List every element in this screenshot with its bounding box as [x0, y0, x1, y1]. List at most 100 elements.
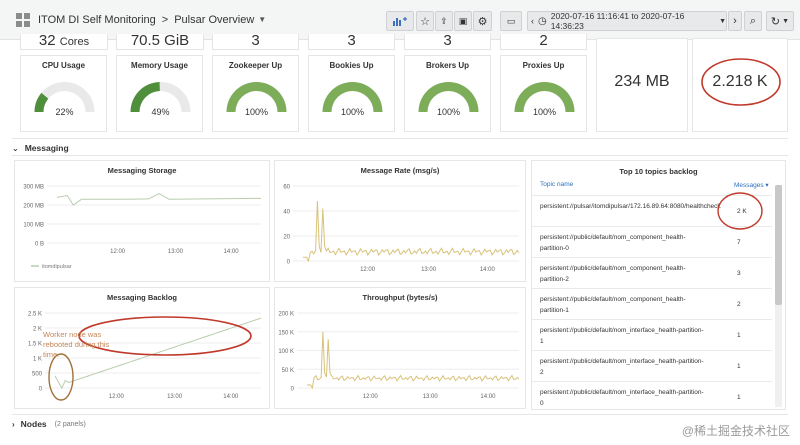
breadcrumb-separator-icon: > — [161, 13, 169, 26]
column-header-messages[interactable]: Messages ▾ — [734, 182, 769, 189]
y-tick-label: 0 — [287, 260, 291, 266]
message-count-cell: 1 — [737, 394, 741, 401]
chart-message-rate: Message Rate (msg/s) 60 40 20 0 12:00 13:00 14… — [274, 160, 526, 282]
x-tick-label: 13:00 — [421, 267, 437, 273]
chart-svg: 2.5 K 2 K 1.5 K 1 K 500 0 12:00 13:00 14:00 — [28, 312, 262, 401]
x-tick-label: 14:00 — [480, 267, 496, 273]
topic-name-cell: persistent://public/default/nom_componen… — [540, 296, 686, 314]
table-row[interactable]: persistent://public/default/nom_interfac… — [532, 319, 772, 351]
chevron-down-icon[interactable]: ▼ — [258, 15, 267, 24]
stat-cores: 32 Cores — [20, 32, 108, 50]
top-topics-table-panel: Top 10 topics backlog Topic name Message… — [531, 160, 786, 410]
x-tick-label: 12:00 — [363, 394, 379, 400]
gauge-title: Brokers Up — [425, 61, 470, 70]
breadcrumb-app-title[interactable]: ITOM DI Self Monitoring — [38, 13, 156, 26]
gauge-title: Bookies Up — [329, 61, 374, 70]
table-row[interactable]: persistent://public/default/nom_componen… — [532, 226, 772, 258]
table-header: Topic name Messages ▾ — [532, 181, 772, 193]
highlight-circle — [78, 316, 252, 356]
chart-throughput: Throughput (bytes/s) 200 K 150 K 100 K 50 K… — [274, 287, 526, 409]
star-button[interactable]: ☆ — [416, 11, 434, 31]
stat-value: 2 — [539, 32, 548, 49]
y-tick-label: 200 MB — [23, 204, 44, 210]
zoom-out-icon: ⌕ — [749, 14, 757, 27]
gauge-svg: 22% — [34, 82, 95, 117]
gauge-value: 22% — [55, 107, 73, 117]
x-tick-label: 12:00 — [110, 249, 126, 255]
message-count-cell: 2 K — [737, 208, 747, 215]
chart-title: Messaging Storage — [107, 166, 177, 175]
message-count-cell: 1 — [737, 332, 741, 339]
table-scrollbar[interactable] — [775, 185, 782, 407]
y-tick-label: 100 MB — [23, 223, 44, 229]
y-tick-label: 1 K — [33, 357, 42, 363]
stat-value: 3 — [251, 32, 260, 49]
topic-name-cell: persistent://public/default/nom_interfac… — [540, 389, 704, 407]
gauge-panel: CPU Usage 22% — [20, 55, 107, 132]
share-button[interactable]: ⇪ — [435, 11, 453, 31]
chart-title: Messaging Backlog — [106, 293, 178, 302]
star-icon: ☆ — [420, 15, 430, 28]
table-row[interactable]: persistent://public/default/nom_componen… — [532, 257, 772, 289]
gauge-fill — [322, 82, 383, 112]
table-row[interactable]: persistent://public/default/nom_componen… — [532, 288, 772, 320]
breadcrumb: ITOM DI Self Monitoring > Pulsar Overvie… — [38, 14, 266, 26]
x-tick-label: 14:00 — [224, 249, 240, 255]
x-tick-label: 12:00 — [360, 267, 376, 273]
section-title: Nodes — [20, 419, 47, 429]
y-tick-label: 40 — [283, 210, 290, 216]
time-forward-button[interactable]: › — [728, 11, 742, 31]
y-tick-label: 2 K — [33, 327, 42, 333]
refresh-button[interactable]: ↻ ▼ — [766, 11, 794, 31]
series-line — [303, 200, 520, 263]
gauge-fill — [514, 82, 575, 112]
breadcrumb-page-title[interactable]: Pulsar Overview — [174, 13, 255, 26]
dashboards-grid-icon[interactable] — [16, 12, 30, 27]
x-tick-label: 14:00 — [223, 394, 239, 400]
stat-value: 32 — [38, 32, 56, 49]
gauge-panel: Bookies Up 100% — [308, 55, 395, 132]
chart-title: Message Rate (msg/s) — [360, 166, 440, 175]
save-button[interactable]: ▣ — [454, 11, 472, 31]
add-panel-button[interactable] — [386, 11, 414, 31]
column-header-topic[interactable]: Topic name — [540, 181, 574, 188]
table-row[interactable]: persistent://pulsar/itomdipulsar/172.16.… — [532, 195, 772, 227]
y-tick-label: 150 K — [278, 330, 294, 336]
x-tick-label: 13:00 — [423, 394, 439, 400]
section-nodes[interactable]: › Nodes (2 panels) — [12, 419, 86, 429]
gauge-value: 100% — [533, 107, 556, 117]
gauge-panel: Brokers Up 100% — [404, 55, 491, 132]
table-row[interactable]: persistent://public/default/nom_interfac… — [532, 381, 772, 409]
y-tick-label: 100 K — [278, 349, 294, 355]
settings-button[interactable]: ⚙ — [473, 11, 492, 31]
table-row[interactable]: persistent://public/default/nom_interfac… — [532, 350, 772, 382]
chart-messaging-backlog: Messaging Backlog 2.5 K 2 K 1.5 K 1 K 500 0 12… — [14, 287, 270, 409]
gauge-svg: 100% — [226, 82, 287, 117]
x-tick-label: 13:00 — [168, 249, 184, 255]
topic-name-cell: persistent://pulsar/itomdipulsar/172.16.… — [540, 203, 721, 210]
chevron-down-icon: ▼ — [782, 17, 790, 25]
monitor-icon: ▭ — [506, 15, 516, 26]
tv-mode-button[interactable]: ▭ — [500, 11, 522, 31]
chevron-left-icon[interactable]: ‹ — [531, 16, 534, 26]
stat-value: 3 — [347, 32, 356, 49]
section-messaging[interactable]: ⌄ Messaging — [12, 143, 69, 153]
gauge-panel: Zookeeper Up 100% — [212, 55, 299, 132]
gauge-track — [34, 82, 95, 112]
series-line — [56, 193, 262, 206]
time-range-picker[interactable]: ‹ ◷ 2020-07-16 11:16:41 to 2020-07-16 14… — [527, 11, 727, 31]
legend-label[interactable]: itomdipulsar — [42, 264, 72, 270]
chart-annotation: Worker node was rebooted during this tim… — [43, 330, 110, 359]
gauge-fill — [226, 82, 287, 112]
share-icon: ⇪ — [440, 15, 448, 26]
section-divider — [12, 414, 788, 415]
y-tick-label: 0 — [291, 387, 295, 393]
chevron-down-icon: ⌄ — [12, 143, 19, 153]
zoom-out-button[interactable]: ⌕ — [744, 11, 762, 31]
gauge-title: Memory Usage — [131, 61, 188, 70]
top-bar: ITOM DI Self Monitoring > Pulsar Overvie… — [0, 0, 800, 40]
y-tick-label: 20 — [283, 235, 290, 241]
scrollbar-thumb[interactable] — [775, 185, 782, 305]
gauge-panel: Memory Usage 49% — [116, 55, 203, 132]
stat-panel-storage-size: 234 MB — [596, 38, 688, 132]
